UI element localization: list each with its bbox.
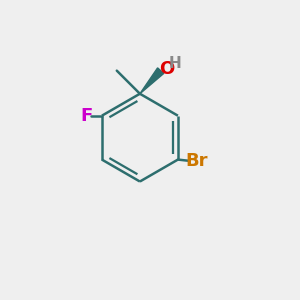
- Text: F: F: [81, 107, 93, 125]
- Text: O: O: [160, 61, 175, 79]
- Text: Br: Br: [185, 152, 208, 170]
- Text: H: H: [169, 56, 182, 71]
- Polygon shape: [140, 68, 164, 94]
